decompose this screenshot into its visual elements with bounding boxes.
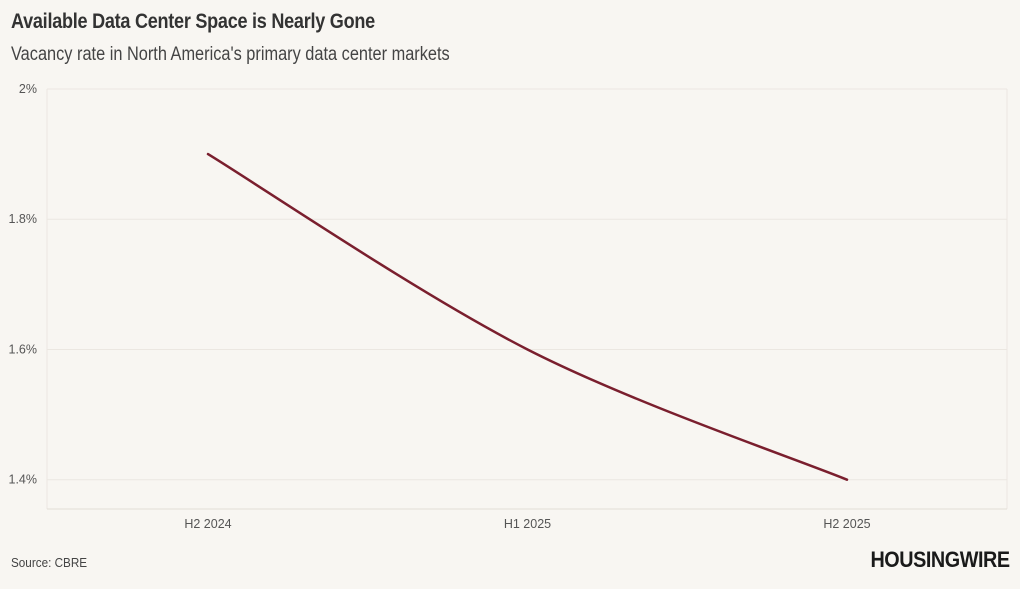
x-tick-label: H2 2025 (823, 517, 870, 531)
y-tick-label: 1.4% (9, 473, 38, 487)
y-tick-label: 1.8% (9, 212, 38, 226)
x-tick-label: H1 2025 (504, 517, 551, 531)
x-tick-label: H2 2024 (184, 517, 231, 531)
tick-labels: 1.4% 1.6% 1.8% 2% H2 2024 H1 2025 H2 2025 (9, 82, 871, 531)
series-layer (206, 152, 849, 481)
housingwire-logo: HOUSINGWIRE (870, 547, 1011, 572)
series-line (206, 152, 849, 481)
gridlines (46, 88, 1008, 509)
chart-title: Available Data Center Space is Nearly Go… (11, 10, 375, 33)
y-tick-label: 1.6% (9, 342, 38, 356)
chart-subtitle: Vacancy rate in North America's primary … (11, 44, 450, 65)
source-note: Source: CBRE (11, 555, 88, 570)
y-tick-label: 2% (19, 82, 37, 96)
